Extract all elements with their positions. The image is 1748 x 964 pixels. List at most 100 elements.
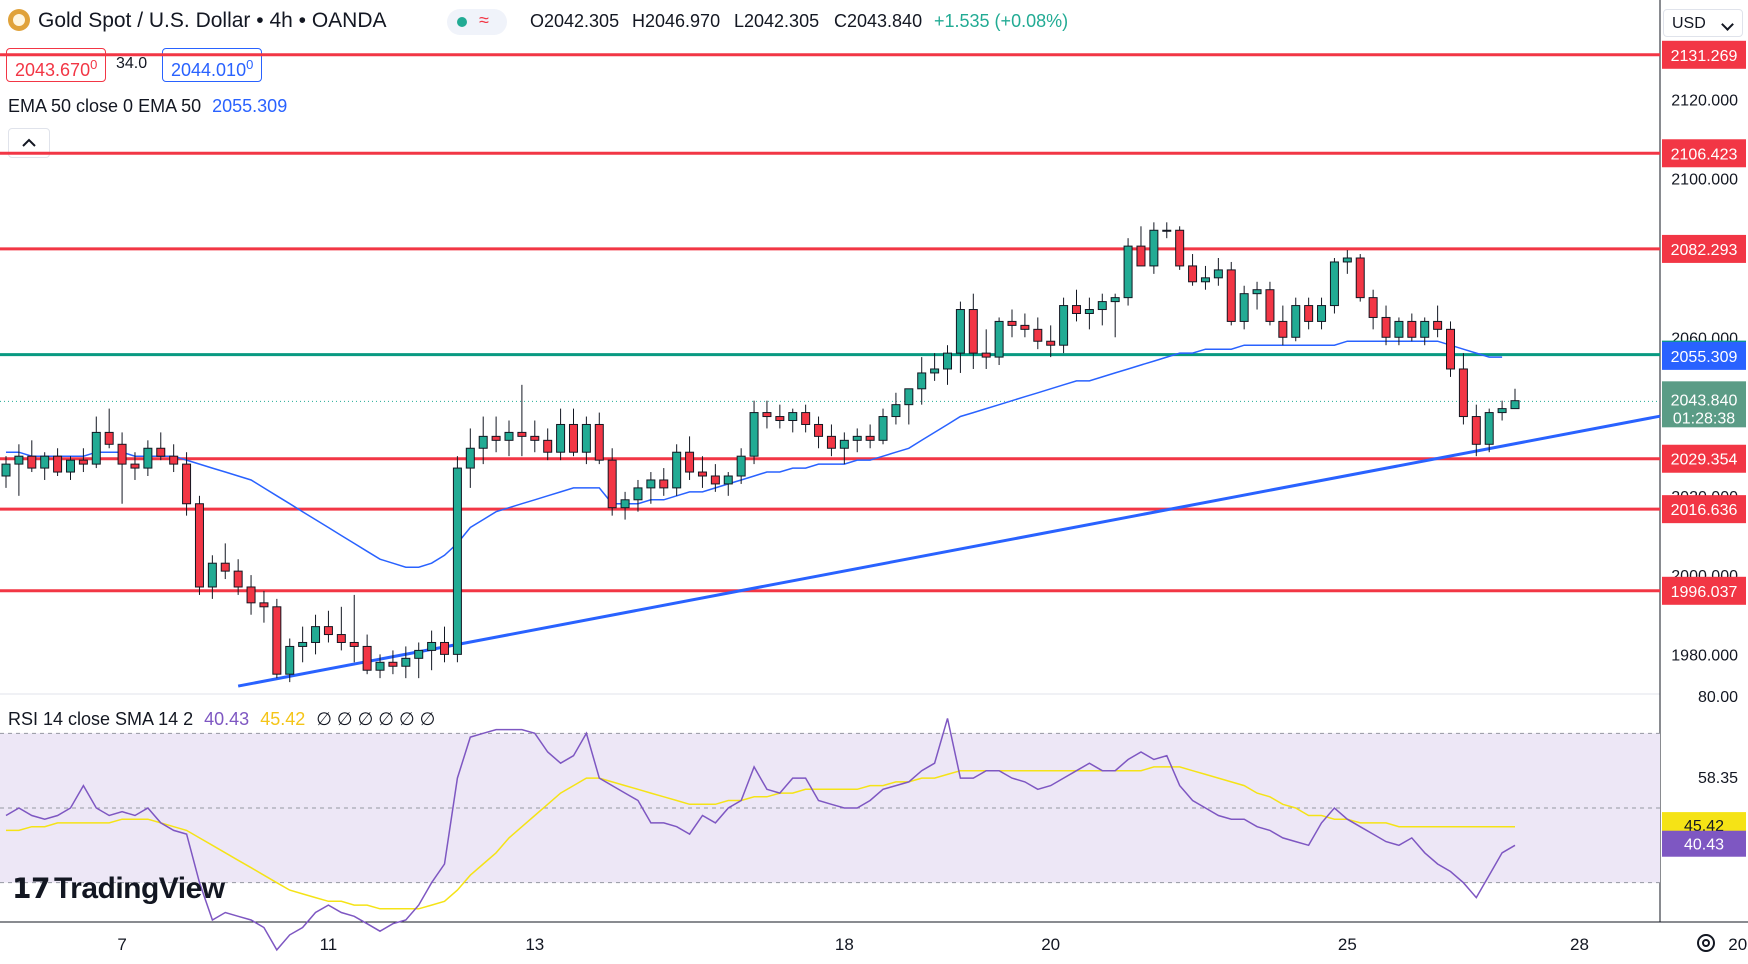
candle bbox=[917, 357, 927, 405]
candle bbox=[1291, 297, 1301, 342]
market-status-pill[interactable]: ≈ bbox=[447, 9, 507, 35]
candle bbox=[1239, 285, 1249, 330]
rsi-lines bbox=[5, 718, 1516, 952]
candle bbox=[930, 353, 940, 381]
buy-button[interactable]: 2044.0100 bbox=[162, 48, 263, 82]
candle bbox=[749, 400, 759, 465]
candle-body bbox=[401, 657, 411, 667]
candle-body bbox=[336, 634, 346, 643]
candle-body bbox=[40, 455, 50, 469]
time-tick-label: 28 bbox=[1570, 935, 1589, 954]
candle bbox=[1059, 297, 1069, 354]
candle-body bbox=[814, 423, 824, 437]
ohlc-close: C2043.840 bbox=[834, 11, 923, 31]
candle-body bbox=[1059, 305, 1069, 346]
candle bbox=[1123, 238, 1133, 306]
candle bbox=[1304, 297, 1314, 330]
ohlc-high: H2046.970 bbox=[632, 11, 721, 31]
candle bbox=[1084, 297, 1094, 330]
ema-legend[interactable]: EMA 50 close 0 EMA 50 2055.309 bbox=[8, 96, 287, 117]
candle bbox=[672, 444, 682, 496]
settings-gear-icon[interactable] bbox=[1693, 930, 1719, 956]
level-price-label: 2106.423 bbox=[1671, 146, 1738, 163]
candle-body bbox=[917, 372, 927, 390]
candle bbox=[1226, 261, 1236, 326]
currency-selector[interactable]: USD bbox=[1663, 9, 1743, 37]
candle-body bbox=[1446, 328, 1456, 370]
candle-body bbox=[697, 471, 707, 477]
candle bbox=[14, 444, 24, 496]
rsi-legend[interactable]: RSI 14 close SMA 14 2 40.43 45.42 ∅ ∅ ∅ … bbox=[8, 709, 435, 730]
ema-price-label: 2055.309 bbox=[1671, 349, 1738, 366]
price-tick-label: 1980.000 bbox=[1671, 647, 1738, 664]
candle bbox=[117, 432, 127, 504]
candle-body bbox=[452, 467, 462, 655]
candle-body bbox=[633, 487, 643, 501]
candle-body bbox=[349, 641, 359, 647]
countdown-label: 01:28:38 bbox=[1673, 410, 1735, 427]
candle-body bbox=[1007, 320, 1017, 326]
tradingview-logo: 𝟭𝟳 TradingView bbox=[12, 872, 225, 906]
candle bbox=[349, 594, 359, 663]
candle-body bbox=[1175, 229, 1185, 267]
sell-button[interactable]: 2043.6700 bbox=[6, 48, 107, 82]
ema-legend-label: EMA 50 close 0 EMA 50 bbox=[8, 96, 202, 116]
candle bbox=[1188, 254, 1198, 286]
candle bbox=[1420, 317, 1430, 346]
last-price-bg bbox=[1662, 381, 1746, 428]
candle bbox=[1213, 258, 1223, 286]
candle-body bbox=[182, 463, 192, 505]
ema-line bbox=[6, 340, 1503, 568]
candle-body bbox=[710, 475, 720, 485]
candle-body bbox=[478, 435, 488, 449]
candle-body bbox=[1097, 301, 1107, 311]
candle-body bbox=[607, 459, 617, 509]
rsi-legend-label: RSI 14 close SMA 14 2 bbox=[8, 709, 194, 729]
rsi-value-label-bg bbox=[1662, 830, 1746, 857]
candle bbox=[607, 448, 617, 516]
candle bbox=[1162, 222, 1172, 239]
candle-body bbox=[685, 451, 695, 473]
candle bbox=[246, 575, 256, 615]
candle bbox=[775, 404, 785, 429]
candle bbox=[156, 432, 166, 461]
candle bbox=[194, 495, 204, 595]
candle bbox=[414, 642, 424, 679]
chevron-up-icon bbox=[22, 138, 36, 147]
candle bbox=[362, 634, 372, 675]
symbol-title[interactable]: Gold Spot / U.S. Dollar • 4h • OANDA bbox=[38, 9, 387, 32]
candle-body bbox=[788, 412, 798, 422]
candle bbox=[1, 456, 11, 488]
candle-body bbox=[1510, 400, 1520, 410]
candle bbox=[259, 590, 269, 623]
rsi-legend-rsi-value: 40.43 bbox=[204, 709, 250, 729]
sell-price-sup: 0 bbox=[90, 57, 98, 72]
candle bbox=[1071, 289, 1081, 322]
candle-body bbox=[1200, 277, 1210, 283]
candle-body bbox=[143, 447, 153, 469]
candle-body bbox=[1317, 305, 1327, 322]
tv-logo-icon: 𝟭𝟳 bbox=[12, 873, 50, 904]
candle-body bbox=[117, 443, 127, 465]
candle-body bbox=[943, 352, 953, 370]
candle-body bbox=[1071, 305, 1081, 314]
candle bbox=[659, 468, 669, 496]
candle-body bbox=[1149, 229, 1159, 267]
candle-body bbox=[543, 439, 553, 453]
candle bbox=[323, 610, 333, 643]
candle bbox=[130, 452, 140, 480]
candle bbox=[633, 479, 643, 512]
level-price-label-bg bbox=[1662, 495, 1746, 524]
candle bbox=[543, 428, 553, 461]
trendline bbox=[237, 414, 1661, 688]
candle-body bbox=[285, 645, 295, 675]
candle-body bbox=[259, 602, 269, 608]
ema-line-group bbox=[6, 340, 1503, 568]
candles bbox=[1, 222, 1520, 683]
candle bbox=[207, 555, 217, 599]
time-tick-label: 11 bbox=[320, 935, 338, 954]
candle-body bbox=[672, 451, 682, 489]
candle bbox=[556, 408, 566, 461]
candle bbox=[336, 606, 346, 651]
